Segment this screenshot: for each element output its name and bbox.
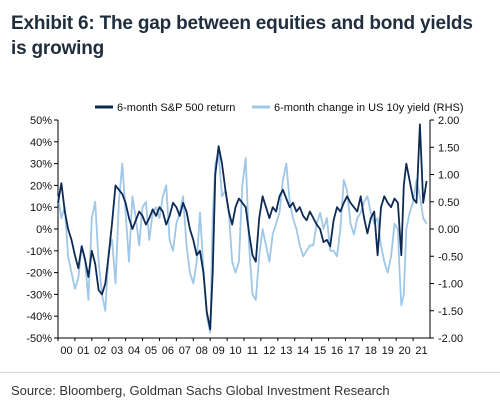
x-tick-label: 02 xyxy=(94,345,106,357)
x-tick-label: 08 xyxy=(196,345,208,357)
left-tick-label: -20% xyxy=(26,268,52,280)
us10y-yield-change-line xyxy=(57,151,428,334)
x-tick-label: 21 xyxy=(415,345,427,357)
left-tick-label: -30% xyxy=(26,289,52,301)
right-tick-label: 2.00 xyxy=(438,115,459,127)
x-tick-label: 15 xyxy=(314,345,326,357)
right-tick-label: -1.00 xyxy=(438,279,463,291)
x-tick-label: 18 xyxy=(365,345,377,357)
right-tick-label: -2.00 xyxy=(438,333,463,345)
right-tick-label: 1.50 xyxy=(438,142,459,154)
x-tick-label: 04 xyxy=(128,345,140,357)
source-note: Source: Bloomberg, Goldman Sachs Global … xyxy=(11,383,390,398)
series-layer xyxy=(57,123,428,334)
right-tick-label: 0.50 xyxy=(438,197,459,209)
left-tick-label: 0% xyxy=(36,224,52,236)
x-tick-label: 07 xyxy=(179,345,191,357)
x-tick-label: 00 xyxy=(60,345,72,357)
x-axis: 00 01 02 03 04 05 06 07 08 09 10 11 12 13 14 15 16 17 18 19… xyxy=(57,337,430,357)
left-tick-label: -40% xyxy=(26,311,52,323)
x-tick-label: 09 xyxy=(213,345,225,357)
legend-us10y-label: 6-month change in US 10y yield (RHS) xyxy=(274,102,464,114)
left-axis: 50% 40% 30% 20% 10% 0% -10% -20% -30% -40% -50% xyxy=(26,115,59,345)
left-tick-label: 10% xyxy=(30,202,52,214)
x-tick-label: 12 xyxy=(263,345,275,357)
left-tick-label: 20% xyxy=(30,180,52,192)
right-tick-label: -1.50 xyxy=(438,306,463,318)
footer-divider xyxy=(0,372,500,373)
x-tick-label: 01 xyxy=(77,345,89,357)
x-tick-label: 03 xyxy=(111,345,123,357)
x-tick-label: 10 xyxy=(229,345,241,357)
x-tick-label: 11 xyxy=(247,345,258,357)
legend: 6-month S&P 500 return 6-month change in … xyxy=(95,102,464,114)
right-tick-label: 1.00 xyxy=(438,170,459,182)
chart-title: Exhibit 6: The gap between equities and … xyxy=(11,13,473,59)
x-tick-label: 06 xyxy=(162,345,174,357)
x-tick-label: 20 xyxy=(399,345,411,357)
x-tick-label: 13 xyxy=(280,345,292,357)
right-axis: 2.00 1.50 1.00 0.50 0.00 -0.50 -1.00 -1.50 -2.00 xyxy=(429,115,463,345)
left-tick-label: -10% xyxy=(26,246,52,258)
left-tick-label: 30% xyxy=(30,159,52,171)
right-tick-label: 0.00 xyxy=(438,224,459,236)
left-tick-label: 50% xyxy=(30,115,52,127)
x-tick-label: 16 xyxy=(331,345,343,357)
x-tick-label: 05 xyxy=(145,345,157,357)
x-tick-label: 14 xyxy=(297,345,309,357)
x-tick-label: 19 xyxy=(382,345,394,357)
sp500-return-line xyxy=(57,123,428,331)
legend-sp500-label: 6-month S&P 500 return xyxy=(117,102,235,114)
left-tick-label: -50% xyxy=(26,333,52,345)
right-tick-label: -0.50 xyxy=(438,251,463,263)
x-tick-label: 17 xyxy=(348,345,360,357)
left-tick-label: 40% xyxy=(30,137,52,149)
